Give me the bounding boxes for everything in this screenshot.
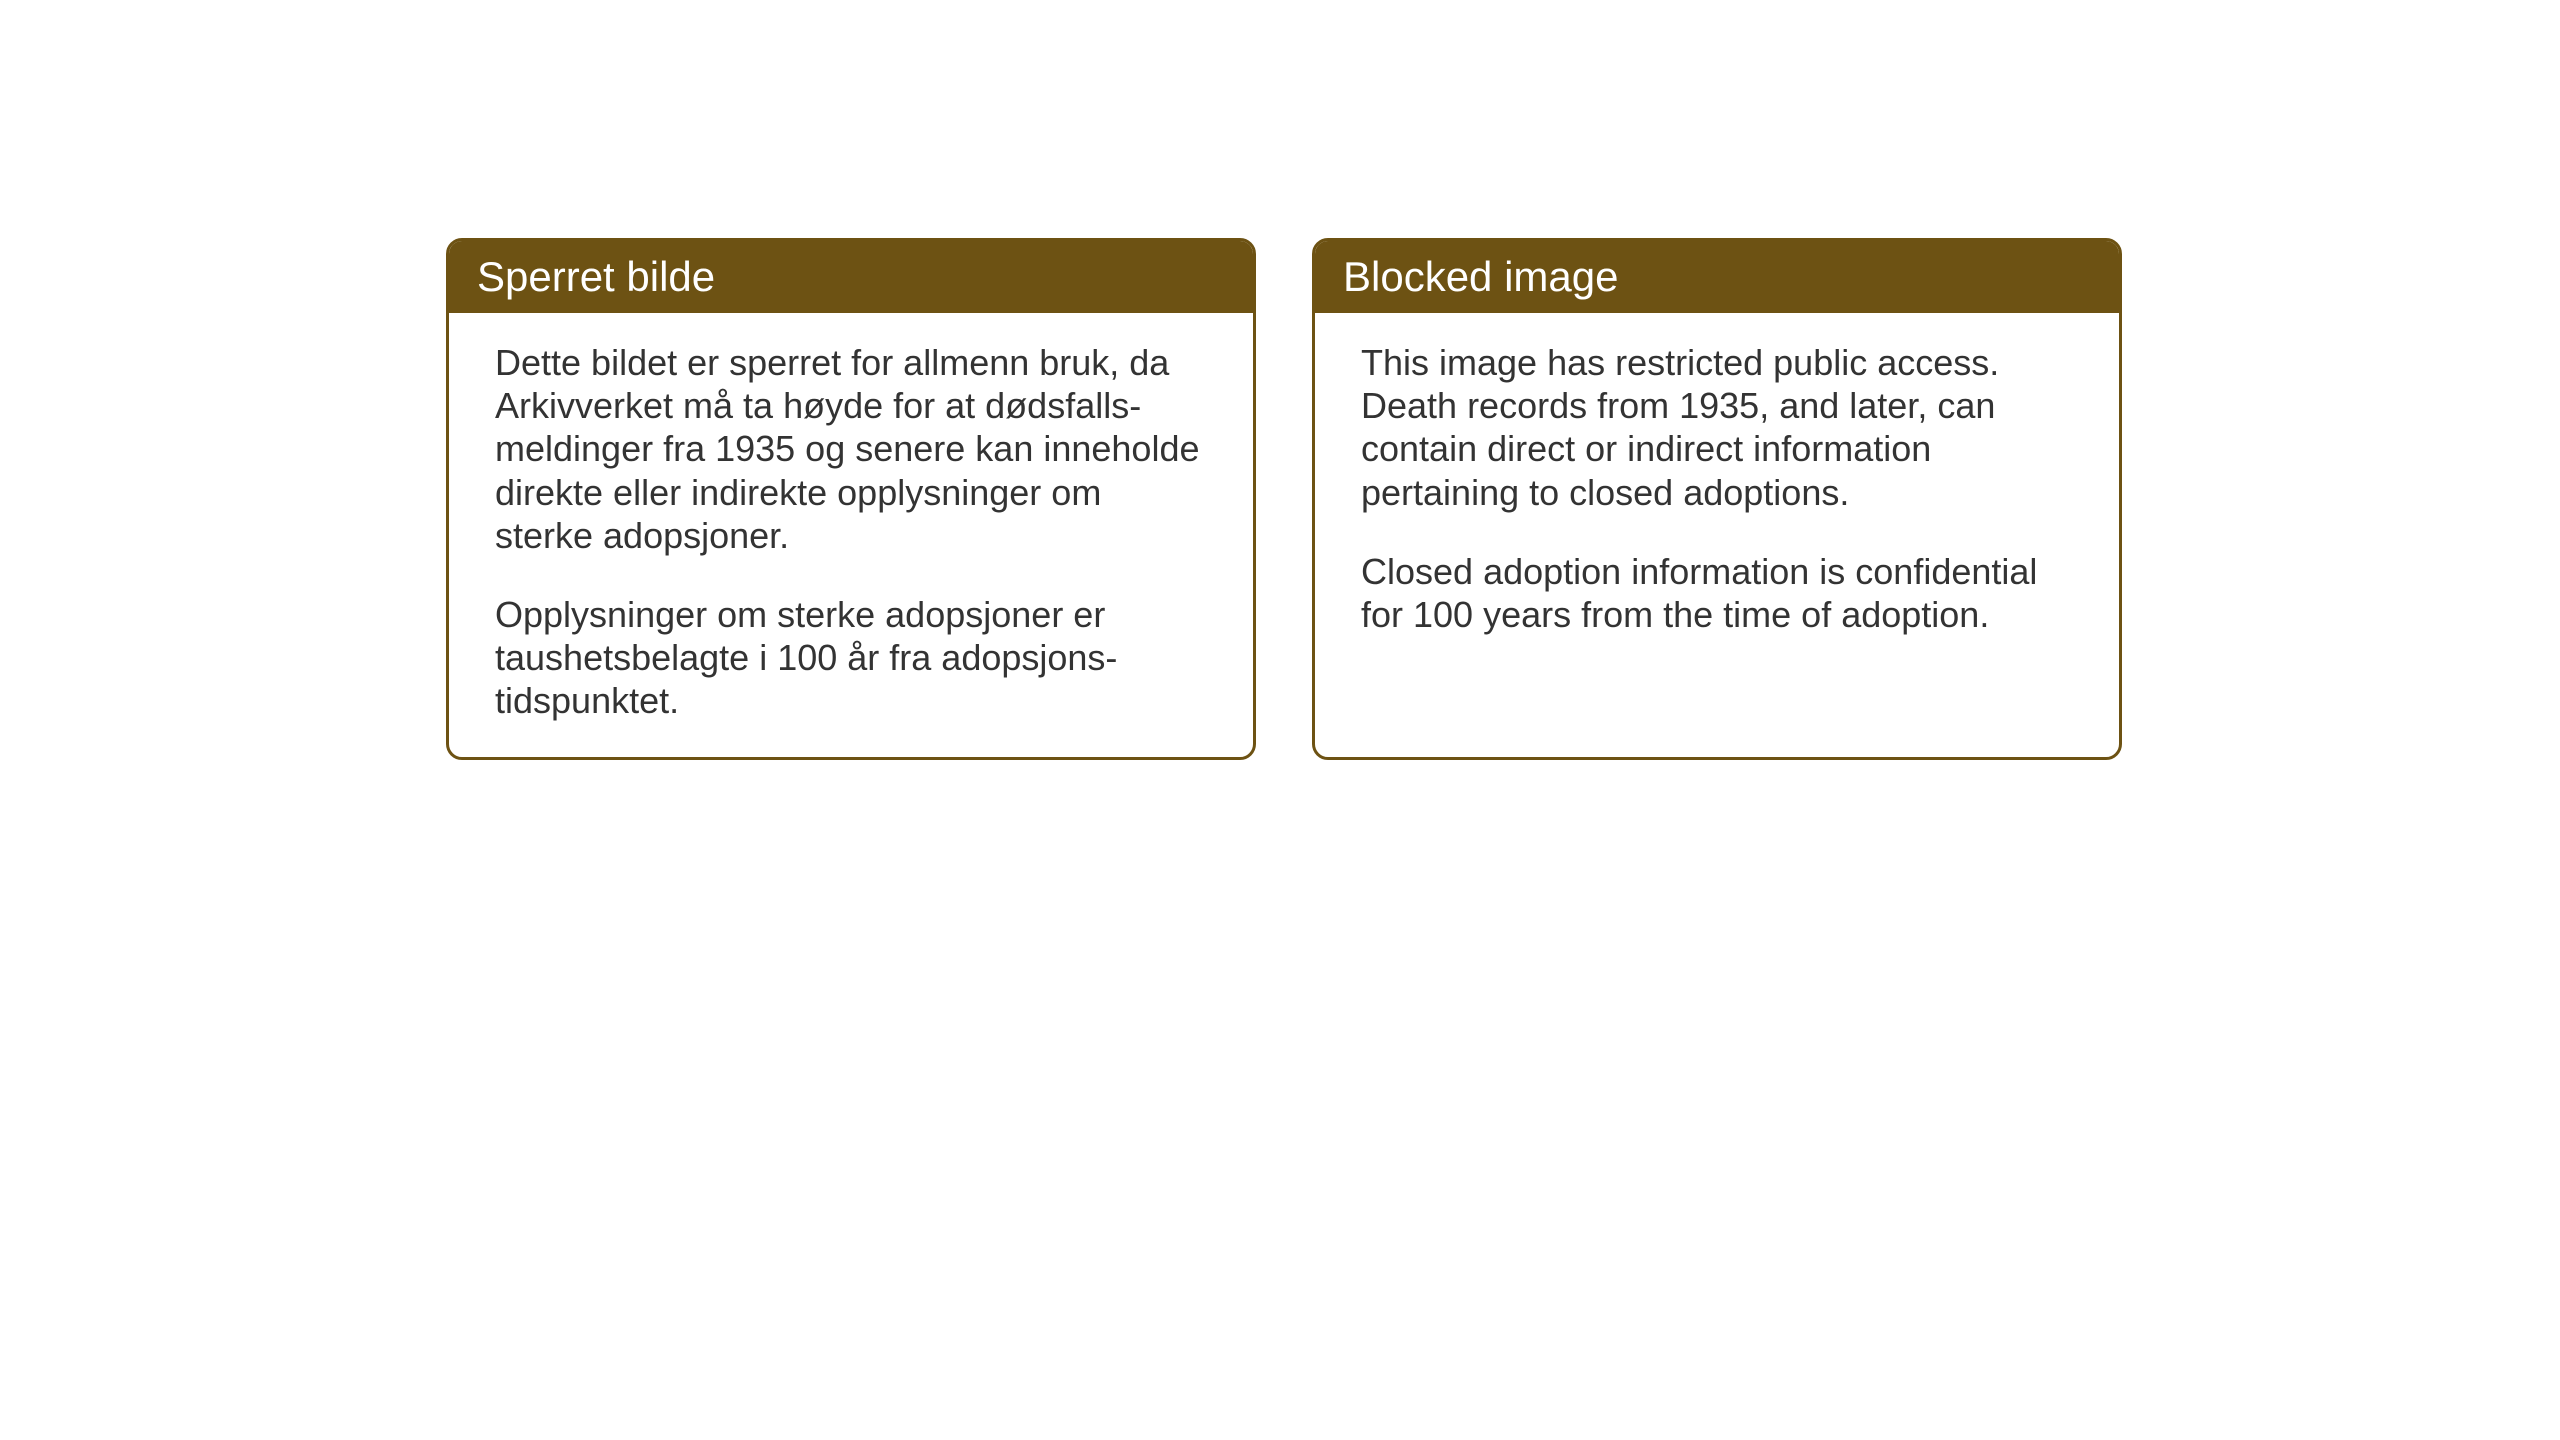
notice-header-norwegian: Sperret bilde xyxy=(449,241,1253,313)
notice-container: Sperret bilde Dette bildet er sperret fo… xyxy=(446,238,2122,760)
notice-paragraph-2-norwegian: Opplysninger om sterke adopsjoner er tau… xyxy=(495,593,1207,723)
notice-body-norwegian: Dette bildet er sperret for allmenn bruk… xyxy=(449,313,1253,757)
notice-box-english: Blocked image This image has restricted … xyxy=(1312,238,2122,760)
notice-box-norwegian: Sperret bilde Dette bildet er sperret fo… xyxy=(446,238,1256,760)
notice-paragraph-2-english: Closed adoption information is confident… xyxy=(1361,550,2073,636)
notice-paragraph-1-english: This image has restricted public access.… xyxy=(1361,341,2073,514)
notice-body-english: This image has restricted public access.… xyxy=(1315,313,2119,670)
notice-title-norwegian: Sperret bilde xyxy=(477,253,715,300)
notice-paragraph-1-norwegian: Dette bildet er sperret for allmenn bruk… xyxy=(495,341,1207,557)
notice-header-english: Blocked image xyxy=(1315,241,2119,313)
notice-title-english: Blocked image xyxy=(1343,253,1618,300)
